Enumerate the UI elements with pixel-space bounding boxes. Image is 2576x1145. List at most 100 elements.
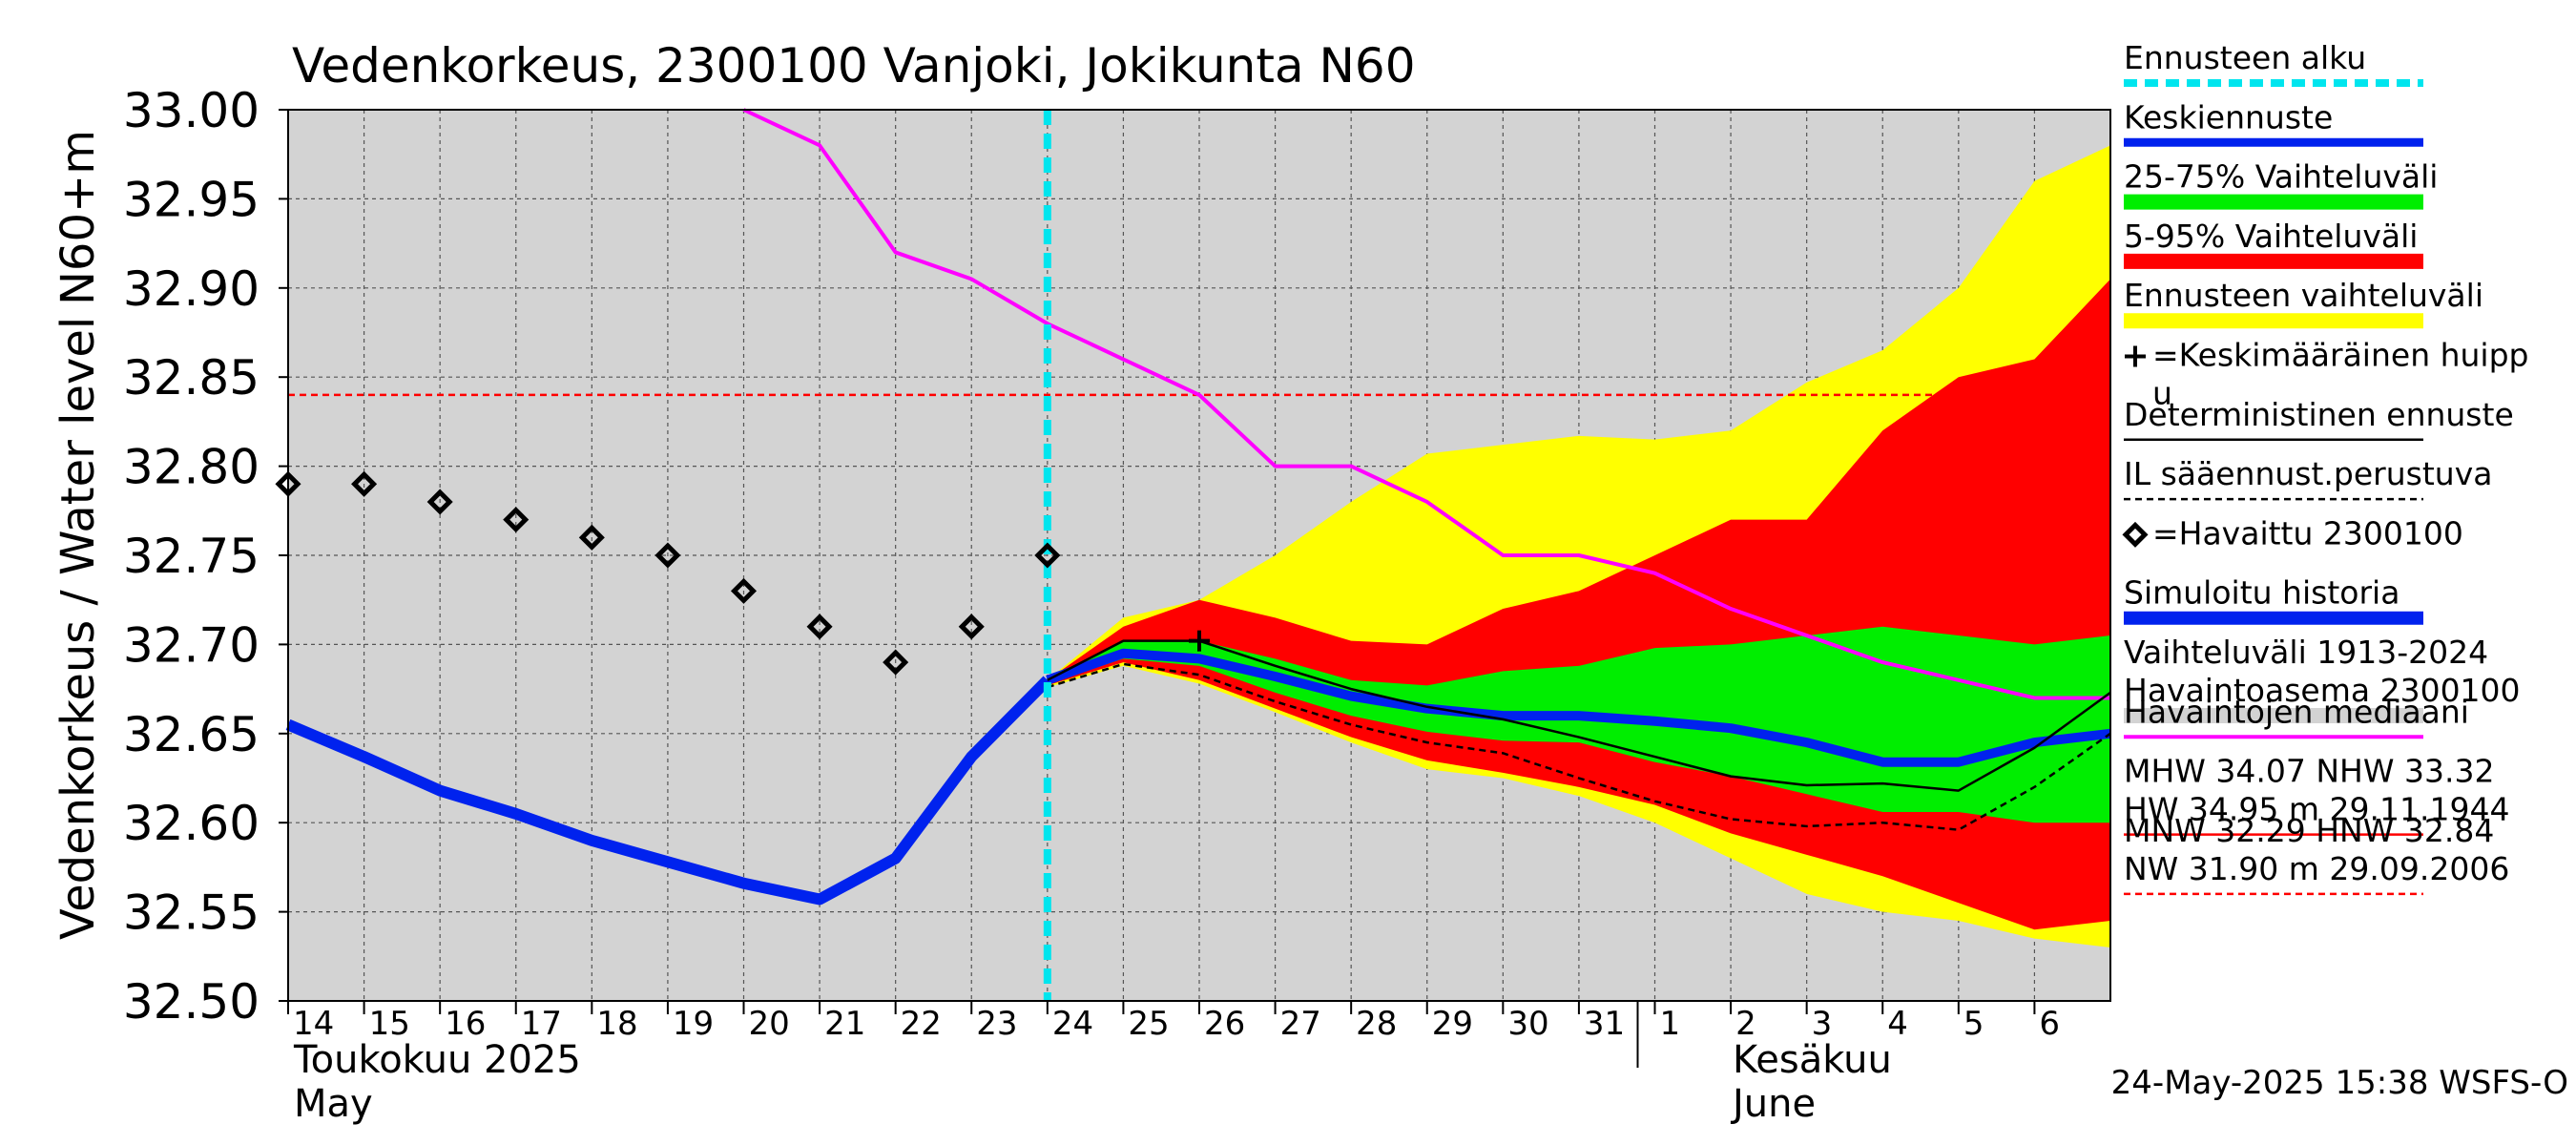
il-forecast-line — [1047, 662, 2111, 831]
observed-point — [806, 614, 833, 640]
legend-item: Ennusteen vaihteluväli — [2124, 277, 2483, 329]
x-tick-label: 31 — [1584, 1005, 1625, 1043]
legend-item: Simuloitu historia — [2124, 574, 2423, 625]
x-tick-label: 15 — [369, 1005, 410, 1043]
x-axis: 14 15 16 17 18 19 20 21 22 23 24 25 26 27 28 29 30 31 1 2 3 4… — [287, 1001, 2060, 1068]
legend-item: Vaihteluväli 1913-2024 Havaintoasema 230… — [2124, 634, 2521, 723]
timestamp: 24-May-2025 15:38 WSFS-O — [2111, 1064, 2568, 1102]
legend-label: 25-75% Vaihteluväli — [2124, 158, 2438, 196]
x-tick-label: 19 — [673, 1005, 714, 1043]
x-tick-label: 24 — [1052, 1005, 1093, 1043]
legend-label: Ennusteen alku — [2124, 39, 2366, 76]
x-tick-label: 26 — [1204, 1005, 1245, 1043]
y-axis-label-unit: N60+m — [52, 130, 105, 305]
observed-point — [426, 489, 453, 515]
legend-label: 5-95% Vaihteluväli — [2124, 218, 2418, 255]
x-tick-label: 29 — [1432, 1005, 1473, 1043]
observed-point — [730, 577, 758, 604]
series-markers — [275, 470, 1210, 676]
median-line — [742, 108, 2110, 700]
legend-label-line2: u — [2152, 375, 2172, 412]
observed-point — [883, 649, 909, 676]
legend-label: Deterministinen ennuste — [2124, 396, 2514, 433]
y-tick-label: 32.75 — [123, 529, 260, 584]
legend: Ennusteen alku Keskiennuste 25-75% Vaihtel… — [2122, 39, 2529, 896]
x-tick-label: 17 — [521, 1005, 562, 1043]
x-tick-label: 4 — [1887, 1005, 1908, 1043]
y-tick-label: 32.80 — [123, 440, 260, 495]
x-tick-label: 16 — [445, 1005, 486, 1043]
legend-label: =Havaittu 2300100 — [2152, 514, 2463, 552]
x-tick-label: 30 — [1507, 1005, 1548, 1043]
y-tick-label: 32.60 — [123, 796, 260, 851]
legend-label: MNW 32.29 HNW 32.84 — [2124, 812, 2494, 849]
legend-label: Ennusteen vaihteluväli — [2124, 277, 2483, 314]
y-tick-label: 32.70 — [123, 617, 260, 673]
chart-title: Vedenkorkeus, 2300100 Vanjoki, Jokikunta… — [292, 38, 1416, 94]
observed-point — [578, 524, 605, 551]
simulated-history-line — [285, 676, 1052, 906]
month-label-june-en: June — [1730, 1082, 1816, 1126]
legend-label: IL sääennust.perustuva — [2124, 455, 2492, 492]
legend-item: Havaintojen mediaani — [2124, 693, 2469, 739]
legend-item: 5-95% Vaihteluväli — [2124, 218, 2423, 269]
legend-label: Havaintojen mediaani — [2124, 693, 2469, 730]
observed-point — [654, 542, 681, 569]
y-tick-label: 32.85 — [123, 350, 260, 406]
legend-label: Keskiennuste — [2124, 98, 2333, 135]
month-label-may-en: May — [294, 1082, 373, 1126]
x-tick-label: 20 — [749, 1005, 790, 1043]
y-tick-label: 32.90 — [123, 261, 260, 317]
month-label-june-fi: Kesäkuu — [1733, 1038, 1892, 1082]
legend-label: MHW 34.07 NHW 33.32 — [2124, 753, 2494, 790]
legend-label-line2: HW 34.95 m 29.11.1944 — [2124, 791, 2509, 828]
y-tick-label: 32.55 — [123, 885, 260, 941]
legend-item: Keskiennuste — [2124, 98, 2423, 147]
y-axis-label: Vedenkorkeus / Water level — [52, 317, 105, 940]
legend-item: IL sääennust.perustuva — [2124, 455, 2492, 501]
x-tick-label: 14 — [293, 1005, 334, 1043]
observed-point — [503, 507, 530, 533]
series-lines — [285, 108, 2111, 1001]
x-tick-label: 5 — [1963, 1005, 1984, 1043]
observed-point — [1034, 542, 1061, 569]
legend-label-line2: Havaintoasema 2300100 — [2124, 672, 2521, 709]
y-tick-label: 32.95 — [123, 172, 260, 227]
x-tick-label: 2 — [1735, 1005, 1756, 1043]
band-25-75 — [1047, 626, 2110, 823]
y-tick-label: 32.50 — [123, 974, 260, 1030]
y-axis: 32.50 32.55 32.60 32.65 32.70 32.75 32.80 32.85… — [123, 83, 288, 1030]
legend-symbol-diamond — [2122, 521, 2149, 548]
legend-label-line2: NW 31.90 m 29.09.2006 — [2124, 850, 2509, 887]
y-tick-label: 33.00 — [123, 83, 260, 138]
forecast-bands — [1047, 145, 2110, 947]
legend-label: =Keskimääräinen huipp — [2152, 337, 2529, 374]
x-tick-label: 23 — [976, 1005, 1017, 1043]
legend-item: Ennusteen alku — [2124, 39, 2423, 87]
month-label-may-fi: Toukokuu 2025 — [293, 1038, 581, 1082]
observed-point — [351, 470, 378, 497]
x-tick-label: 3 — [1812, 1005, 1833, 1043]
mean-forecast-line — [1046, 648, 2111, 767]
observed-point — [958, 614, 985, 640]
deterministic-forecast-line — [1047, 639, 2111, 792]
x-tick-label: 21 — [824, 1005, 865, 1043]
x-tick-label: 1 — [1660, 1005, 1681, 1043]
legend-label: Vaihteluväli 1913-2024 — [2124, 634, 2488, 671]
legend-item: =Havaittu 2300100 — [2122, 514, 2463, 552]
mean-peak-marker — [1189, 630, 1210, 652]
x-tick-label: 22 — [901, 1005, 942, 1043]
legend-item: 25-75% Vaihteluväli — [2124, 158, 2438, 210]
x-tick-label: 6 — [2039, 1005, 2060, 1043]
legend-item: Deterministinen ennuste — [2124, 396, 2514, 442]
x-tick-label: 25 — [1128, 1005, 1169, 1043]
x-tick-label: 28 — [1356, 1005, 1397, 1043]
x-tick-label: 27 — [1280, 1005, 1321, 1043]
legend-label: Simuloitu historia — [2124, 574, 2399, 612]
x-tick-label: 18 — [596, 1005, 637, 1043]
y-tick-label: 32.65 — [123, 707, 260, 762]
